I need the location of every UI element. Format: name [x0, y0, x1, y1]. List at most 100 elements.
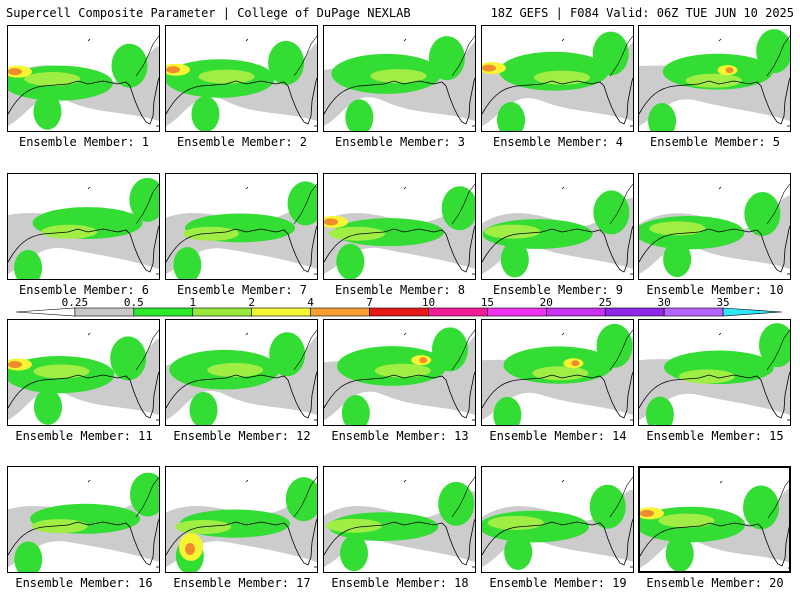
state-border	[609, 476, 633, 518]
scp-map	[639, 29, 790, 131]
state-border	[767, 480, 789, 519]
ensemble-member-label: Ensemble Member: 1	[18, 135, 150, 149]
scp-map	[8, 472, 159, 572]
gulf-coastline	[8, 225, 159, 273]
ensemble-member-label: Ensemble Member: 18	[331, 576, 469, 590]
gulf-coastline	[639, 77, 790, 125]
gulf-coastline	[166, 371, 317, 419]
gulf-coastline	[639, 371, 790, 419]
state-border	[609, 183, 633, 225]
colorbar-segment	[15, 307, 76, 317]
scp-shading	[166, 332, 317, 425]
ensemble-member-label: Ensemble Member: 14	[489, 429, 627, 443]
colorbar-segment	[133, 307, 194, 317]
state-border	[135, 183, 159, 225]
state-border	[609, 329, 633, 371]
map-tick	[403, 479, 407, 483]
scp-map	[8, 329, 159, 425]
colorbar-segment	[428, 307, 488, 317]
scp-shading	[482, 31, 633, 131]
scp-shading	[8, 472, 159, 572]
state-border	[451, 183, 475, 225]
colorbar-tick-label: 1	[189, 296, 196, 309]
colorbar-tick-label: 2	[248, 296, 255, 309]
scp-map	[166, 35, 317, 131]
ensemble-map-panel	[638, 319, 791, 426]
ensemble-member-label: Ensemble Member: 12	[173, 429, 311, 443]
scp-shading	[639, 192, 790, 278]
ensemble-map-panel	[481, 173, 634, 280]
scp-shading	[166, 181, 317, 279]
ensemble-map-panel	[323, 466, 476, 573]
gulf-coastline	[324, 225, 475, 273]
color-scale-legend: 0.25 0.5 1 2 4 7 10 15 20 25 30 35	[15, 296, 783, 317]
state-border	[609, 35, 633, 77]
ensemble-member-label: Ensemble Member: 6	[18, 283, 150, 297]
scp-shading	[639, 323, 790, 425]
ensemble-map-panel	[323, 319, 476, 426]
ensemble-member-label: Ensemble Member: 9	[492, 283, 624, 297]
scp-map	[324, 183, 475, 279]
ensemble-map-panel	[638, 173, 791, 280]
map-tick	[245, 186, 249, 190]
scp-shading	[324, 481, 475, 572]
ensemble-map-panel	[481, 466, 634, 573]
ensemble-map-panel	[165, 466, 318, 573]
scp-shading	[166, 477, 317, 572]
ensemble-member-label: Ensemble Member: 13	[331, 429, 469, 443]
state-border	[766, 35, 790, 77]
colorbar-tick-label: 20	[540, 296, 553, 309]
gulf-coastline	[166, 225, 317, 273]
scp-shading	[482, 484, 633, 571]
scp-shading	[324, 36, 475, 131]
scp-map	[639, 183, 790, 278]
scp-shading	[166, 40, 317, 131]
map-tick	[403, 332, 407, 336]
map-tick	[718, 38, 722, 42]
gulf-coastline	[8, 77, 159, 125]
scp-map	[324, 476, 475, 572]
ensemble-member-label: Ensemble Member: 19	[489, 576, 627, 590]
map-tick	[718, 332, 722, 336]
scp-map	[639, 323, 790, 425]
state-border	[451, 329, 475, 371]
scp-map	[8, 177, 159, 279]
map-tick	[719, 480, 723, 484]
state-border	[293, 35, 317, 77]
scp-shading	[482, 190, 633, 278]
state-border	[293, 183, 317, 225]
ensemble-member-label: Ensemble Member: 4	[492, 135, 624, 149]
map-tick	[403, 38, 407, 42]
scp-shading	[8, 43, 159, 130]
ensemble-member-label: Ensemble Member: 16	[15, 576, 153, 590]
state-border	[451, 476, 475, 518]
ensemble-map-panel	[481, 319, 634, 426]
scp-map	[324, 35, 475, 131]
gulf-coastline	[640, 522, 789, 567]
colorbar-tick-label: 25	[599, 296, 612, 309]
colorbar-segment	[546, 307, 606, 317]
map-tick	[403, 186, 407, 190]
colorbar-segment	[251, 307, 311, 317]
ensemble-map-panel	[165, 173, 318, 280]
gulf-coastline	[324, 77, 475, 125]
scp-map	[166, 476, 317, 572]
colorbar-tick-label: 10	[422, 296, 435, 309]
scp-map	[482, 323, 633, 425]
ensemble-member-label: Ensemble Member: 2	[176, 135, 308, 149]
ensemble-map-panel	[7, 319, 160, 426]
state-border	[766, 183, 790, 225]
state-border	[293, 329, 317, 371]
map-tick	[245, 38, 249, 42]
gulf-coastline	[482, 371, 633, 419]
colorbar-segment	[74, 307, 135, 317]
ensemble-member-label: Ensemble Member: 8	[334, 283, 466, 297]
state-border	[766, 329, 790, 371]
scp-map	[8, 35, 159, 130]
map-tick	[87, 38, 91, 42]
colorbar-tick-label: 4	[307, 296, 314, 309]
scp-shading	[640, 485, 789, 571]
scp-map	[324, 327, 475, 425]
scp-map	[482, 476, 633, 571]
colorbar-segment	[663, 307, 724, 317]
